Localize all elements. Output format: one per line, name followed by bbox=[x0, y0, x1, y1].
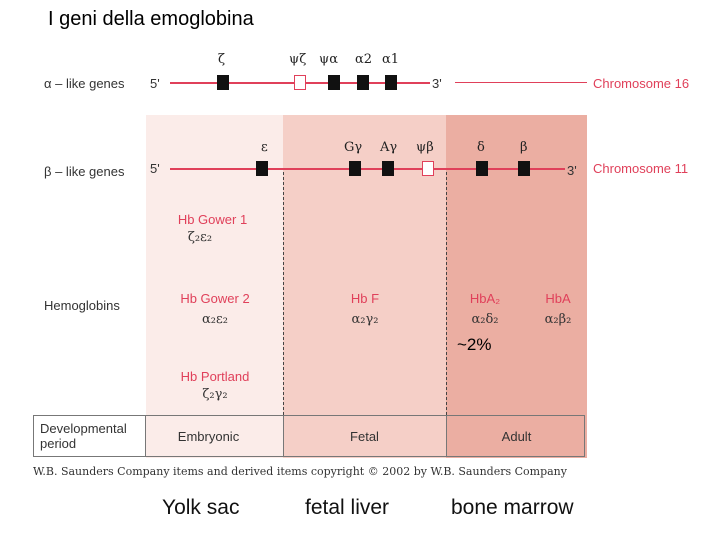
hb-a2-chains: α₂δ₂ bbox=[471, 312, 499, 327]
hb-a-chains: α₂β₂ bbox=[544, 312, 572, 327]
beta-five-prime: 5' bbox=[150, 161, 160, 176]
stage-fetal: Fetal bbox=[350, 429, 379, 444]
hemoglobins-label: Hemoglobins bbox=[44, 298, 120, 313]
hb-f-chains: α₂γ₂ bbox=[351, 312, 379, 327]
hb-portland-name: Hb Portland bbox=[180, 369, 250, 384]
fetal-adult-divider bbox=[446, 172, 447, 415]
hb-a2-percent-note: ~2% bbox=[457, 335, 492, 354]
gene-label-g-gamma: Gγ bbox=[344, 140, 363, 155]
hb-gower2-name: Hb Gower 2 bbox=[180, 291, 250, 306]
hb-portland-chains: ζ₂γ₂ bbox=[202, 387, 228, 402]
gene-label-psi-beta: ψβ bbox=[416, 140, 434, 155]
chromosome-11-label: Chromosome 11 bbox=[593, 161, 689, 176]
gene-label-psi-zeta: ψζ bbox=[289, 52, 307, 67]
developmental-period-label: Developmental period bbox=[40, 421, 127, 451]
hb-gower1-chains: ζ₂ε₂ bbox=[187, 230, 213, 245]
site-bone-marrow: bone marrow bbox=[451, 496, 574, 519]
copyright-notice: W.B. Saunders Company items and derived … bbox=[33, 465, 567, 478]
period-label-cell bbox=[33, 415, 146, 457]
gene-label-alpha1: α1 bbox=[382, 52, 400, 67]
hb-a2-name: HbA₂ bbox=[469, 291, 501, 306]
gene-beta bbox=[518, 161, 530, 176]
gene-epsilon bbox=[256, 161, 268, 176]
gene-a-gamma bbox=[382, 161, 394, 176]
gene-label-epsilon: ε bbox=[261, 140, 268, 155]
stage-adult: Adult bbox=[501, 429, 532, 444]
fetal-panel bbox=[283, 115, 446, 458]
gene-g-gamma bbox=[349, 161, 361, 176]
chromosome-16-label: Chromosome 16 bbox=[593, 76, 690, 91]
stage-divider-2 bbox=[446, 415, 447, 457]
gene-delta bbox=[476, 161, 488, 176]
gene-alpha1 bbox=[385, 75, 397, 90]
alpha-row-rule bbox=[455, 82, 587, 83]
embryonic-fetal-divider bbox=[283, 172, 284, 415]
hb-f-name: Hb F bbox=[350, 291, 380, 306]
gene-label-psi-alpha: ψα bbox=[319, 52, 338, 67]
gene-zeta bbox=[217, 75, 229, 90]
stage-embryonic: Embryonic bbox=[177, 429, 240, 444]
gene-alpha2 bbox=[357, 75, 369, 90]
beta-genes-label: β – like genes bbox=[44, 164, 125, 179]
alpha-genes-label: α – like genes bbox=[44, 76, 125, 91]
gene-psi-alpha bbox=[328, 75, 340, 90]
pseudogene-psi-beta bbox=[422, 161, 434, 176]
gene-label-alpha2: α2 bbox=[355, 52, 373, 67]
page-title: I geni della emoglobina bbox=[48, 8, 254, 30]
site-yolk-sac: Yolk sac bbox=[162, 496, 240, 519]
pseudogene-psi-zeta bbox=[294, 75, 306, 90]
adult-panel bbox=[446, 115, 587, 458]
alpha-five-prime: 5' bbox=[150, 76, 160, 91]
gene-label-delta: δ bbox=[477, 140, 485, 155]
gene-label-beta: β bbox=[520, 140, 528, 155]
site-fetal-liver: fetal liver bbox=[305, 496, 390, 519]
chromosome-11-line bbox=[170, 168, 565, 170]
beta-three-prime: 3' bbox=[567, 163, 577, 178]
hb-gower2-chains: α₂ε₂ bbox=[202, 312, 228, 327]
alpha-three-prime: 3' bbox=[432, 76, 442, 91]
gene-label-a-gamma: Aγ bbox=[380, 140, 398, 155]
stage-divider-1 bbox=[283, 415, 284, 457]
gene-label-zeta: ζ bbox=[218, 52, 226, 67]
hb-gower1-name: Hb Gower 1 bbox=[177, 212, 248, 227]
hb-a-name: HbA bbox=[545, 291, 571, 306]
